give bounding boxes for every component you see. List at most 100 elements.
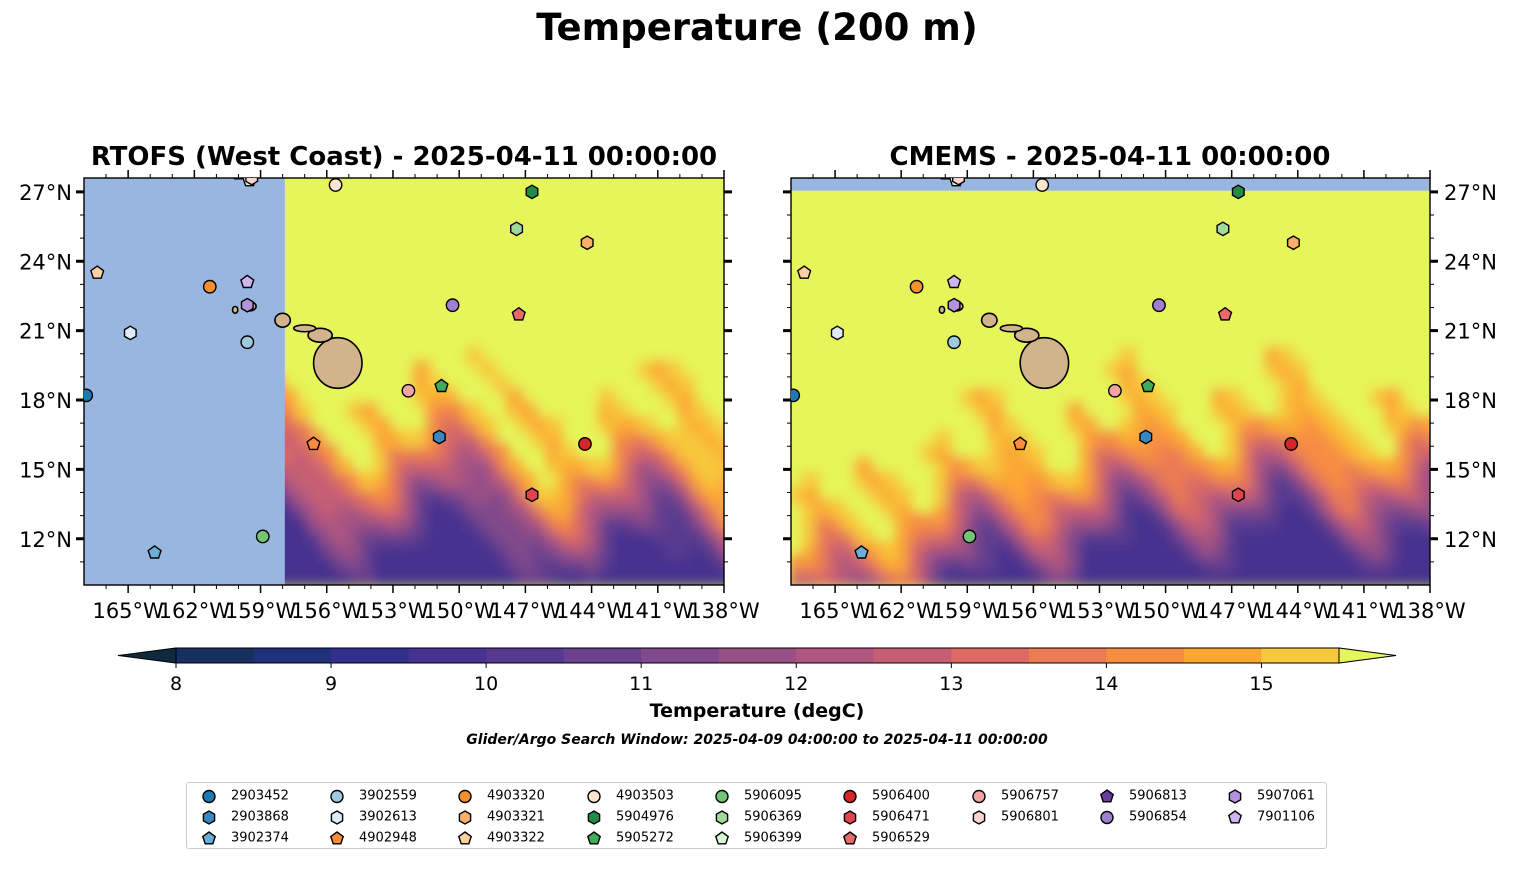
x-tick-label: 141°W [1328, 599, 1400, 623]
field-cell [1251, 444, 1269, 463]
float-marker-5906757 [401, 383, 416, 398]
legend-marker-hexagon-icon [1228, 789, 1242, 804]
field-cell [293, 430, 312, 449]
field-cell [373, 472, 391, 490]
field-cell [1013, 499, 1031, 518]
field-cell [1225, 402, 1243, 421]
x-tick-label: 144°W [556, 599, 628, 623]
field-cell [532, 555, 550, 574]
field-cell [1132, 527, 1150, 546]
field-cell [479, 555, 497, 574]
y-tick-label: 24°N [1444, 250, 1497, 274]
field-cell [320, 555, 338, 574]
field-cell [1040, 555, 1058, 574]
field-cell [691, 499, 709, 518]
float-markers [791, 178, 1300, 559]
field-cell [466, 416, 484, 435]
legend-marker-hexagon-icon [843, 810, 857, 825]
field-cell [479, 499, 497, 518]
field-cell [1344, 555, 1362, 574]
legend-item: 3902559 [329, 788, 417, 804]
y-tick-label: 18°N [1444, 389, 1497, 413]
field-cell [1383, 472, 1402, 490]
field-cell [1212, 472, 1230, 490]
field-cell [1264, 458, 1283, 476]
field-cell [691, 527, 709, 546]
legend-item: 5906400 [842, 788, 930, 804]
float-marker-5904976 [525, 184, 539, 200]
field-cell [413, 388, 431, 407]
field-cell [452, 555, 470, 574]
legend-marker-5906369 [715, 810, 729, 825]
field-cell [1317, 541, 1336, 560]
field-cell [704, 555, 722, 574]
field-cell [1238, 430, 1256, 449]
field-cell [1119, 541, 1137, 560]
field-cell [1079, 416, 1098, 435]
field-cell [1212, 499, 1230, 518]
float-marker-5907061 [947, 297, 961, 313]
field-cell [346, 485, 365, 504]
field-cell [1066, 527, 1084, 546]
field-cell [346, 555, 365, 574]
field-cell [1145, 485, 1164, 504]
float-marker-2903868 [432, 429, 446, 445]
field-cell [439, 499, 457, 518]
field-cell [691, 430, 709, 449]
field-cell [651, 499, 669, 518]
field-cell [439, 444, 457, 463]
field-cell [934, 458, 952, 476]
field-cell [624, 458, 643, 476]
field-cell [1317, 402, 1336, 421]
field-cell [452, 472, 470, 490]
field-cell [492, 527, 510, 546]
field-cell [1145, 499, 1164, 518]
field-cell [1066, 513, 1084, 532]
legend-marker-hexagon-icon [587, 810, 601, 825]
field-cell [934, 499, 952, 518]
field-cell [558, 458, 576, 476]
field-cell [1238, 402, 1256, 421]
field-cell [280, 388, 298, 407]
legend-item: 4902948 [329, 830, 417, 846]
field-cell [1278, 458, 1296, 476]
field-cell [1264, 444, 1283, 463]
field-cell [1423, 555, 1430, 574]
field-cell [1278, 416, 1296, 435]
field-cell [1423, 430, 1430, 449]
field-cell [452, 458, 470, 476]
field-cell [1264, 416, 1283, 435]
float-markers [84, 178, 594, 559]
field-cell [1053, 555, 1071, 574]
field-cell [934, 527, 952, 546]
field-cell [1066, 485, 1084, 504]
field-cell [571, 541, 590, 560]
field-cell [1185, 499, 1203, 518]
field-cell [1212, 555, 1230, 574]
field-cell [704, 527, 722, 546]
field-cell [386, 555, 404, 574]
field-cell [1132, 388, 1150, 407]
field-cell [1053, 485, 1071, 504]
field-cell [1304, 555, 1322, 574]
y-tick-label: 21°N [1444, 320, 1497, 344]
field-cell [704, 444, 722, 463]
field-cell [1264, 347, 1283, 365]
field-cell [1040, 485, 1058, 504]
field-cell [1370, 513, 1388, 532]
field-cell [1304, 499, 1322, 518]
field-cell [894, 485, 912, 504]
colorbar-segment [176, 648, 255, 663]
field-cell [452, 499, 470, 518]
field-cell [558, 485, 576, 504]
field-cell [532, 527, 550, 546]
field-cell [598, 527, 616, 546]
float-marker-5906095 [255, 529, 270, 544]
field-cell [934, 485, 952, 504]
float-marker-3902559 [947, 335, 961, 350]
field-cell [1106, 485, 1124, 504]
float-marker-4903503 [1035, 178, 1050, 192]
field-cell [307, 485, 325, 504]
field-cell [1383, 555, 1402, 574]
map-frame [83, 177, 725, 586]
